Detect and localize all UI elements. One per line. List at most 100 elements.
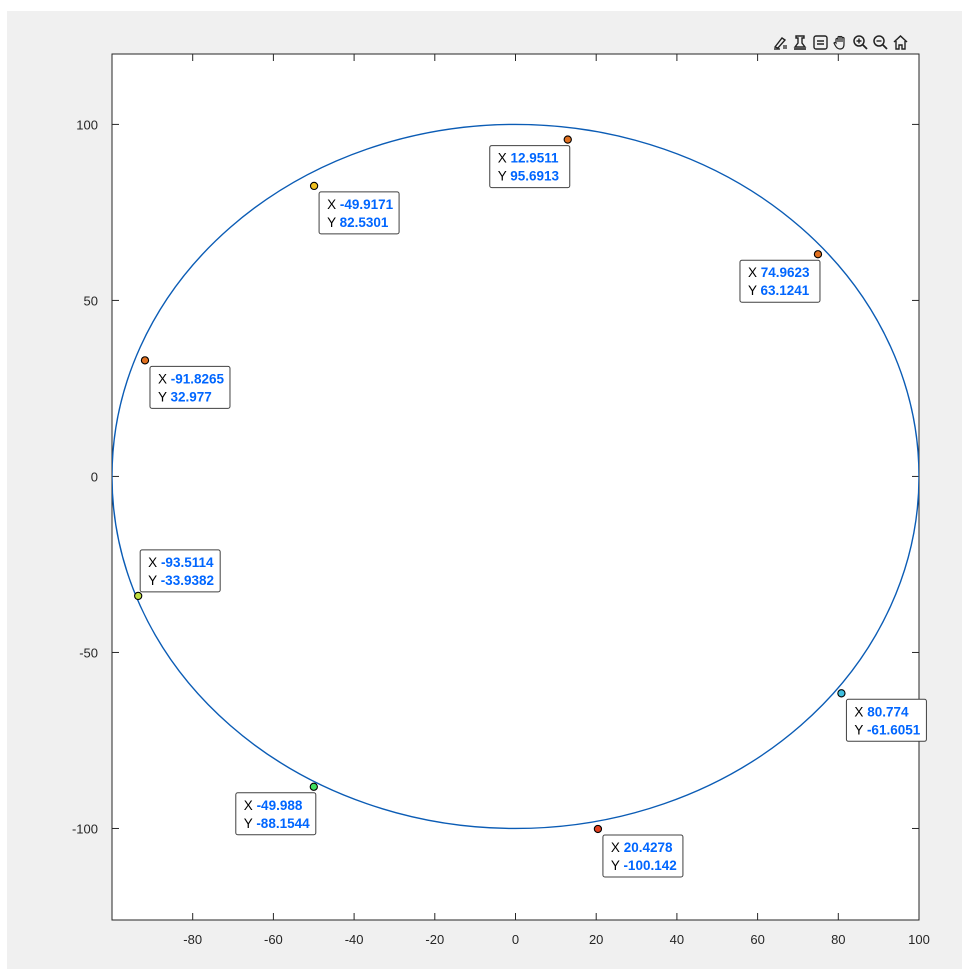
datatip-box — [235, 792, 317, 836]
datatip-x-row: X 74.9623 — [748, 265, 810, 280]
datatip-x-key: X — [498, 151, 511, 166]
datatip-y-value: -33.9382 — [161, 573, 214, 588]
datatip-y-value: 95.6913 — [510, 169, 559, 184]
x-tick-label: -60 — [264, 932, 283, 947]
datatip-x-row: X 80.774 — [854, 704, 909, 719]
datatip-y-row: Y -61.6051 — [854, 722, 920, 737]
datatip-x-value: 80.774 — [867, 704, 909, 719]
datatip-marker[interactable] — [837, 689, 846, 698]
datatip-y-value: -100.142 — [623, 858, 676, 873]
zoom-in-button[interactable] — [851, 32, 870, 52]
pan-button[interactable] — [831, 32, 850, 52]
data-tip-button[interactable] — [791, 32, 810, 52]
datatip-x-value: -49.988 — [257, 798, 303, 813]
x-tick-label: 80 — [831, 932, 845, 947]
datatip-box — [489, 145, 571, 189]
datatip-x-row: X -91.8265 — [158, 371, 225, 386]
datatip-box — [139, 549, 221, 593]
y-tick-label: 100 — [76, 117, 98, 132]
datatip-box — [318, 191, 400, 235]
x-tick-label: -20 — [425, 932, 444, 947]
datatip-box — [845, 698, 927, 742]
restore-view-button[interactable] — [811, 32, 830, 52]
datatip-x-value: 20.4278 — [624, 840, 673, 855]
brush-icon — [773, 36, 787, 50]
datatip-x-key: X — [148, 555, 161, 570]
restore-view-icon — [813, 34, 828, 50]
pan-icon — [833, 35, 845, 50]
x-tick-label: 60 — [750, 932, 764, 947]
data-tip-icon — [793, 34, 807, 50]
datatip-x-key: X — [244, 798, 257, 813]
datatip-y-row: Y 32.977 — [158, 389, 212, 404]
datatip-y-key: Y — [748, 283, 761, 298]
datatip-y-value: 63.1241 — [760, 283, 809, 298]
datatip-y-key: Y — [148, 573, 161, 588]
zoom-out-button[interactable] — [871, 32, 890, 52]
datatip-marker[interactable] — [309, 782, 318, 791]
x-tick-label: -80 — [183, 932, 202, 947]
datatip-x-row: X 20.4278 — [611, 840, 673, 855]
zoom-out-icon — [873, 34, 888, 50]
datatip-marker[interactable] — [140, 356, 150, 365]
datatip-y-value: 82.5301 — [340, 215, 389, 230]
datatip-marker[interactable] — [563, 135, 572, 144]
datatip-y-key: Y — [611, 858, 624, 873]
datatip-box — [149, 365, 231, 409]
datatip-y-value: -61.6051 — [867, 722, 921, 737]
datatip-box — [602, 834, 684, 878]
datatip-x-row: X -49.988 — [244, 798, 303, 813]
home-button[interactable] — [891, 32, 910, 52]
y-tick-label: 50 — [84, 293, 98, 308]
x-tick-label: 100 — [908, 932, 930, 947]
axes-area[interactable] — [111, 53, 920, 921]
datatip-y-value: -88.1544 — [256, 816, 310, 831]
circle-curve — [112, 123, 919, 830]
axes-toolbar — [771, 31, 910, 53]
datatip-x-value: 12.9511 — [511, 151, 560, 166]
series-layer — [112, 123, 919, 830]
datatip-y-row: Y 95.6913 — [498, 169, 560, 184]
datatip-y-key: Y — [244, 816, 257, 831]
x-tick-label: 40 — [670, 932, 684, 947]
datatip-marker[interactable] — [309, 181, 319, 191]
zoom-in-icon — [853, 34, 868, 50]
datatip-x-key: X — [158, 371, 171, 386]
datatip-y-key: Y — [327, 215, 340, 230]
datatip-x-value: 74.9623 — [761, 265, 810, 280]
datatip[interactable]: X -93.5114 Y -33.9382 — [134, 549, 221, 601]
datatip-marker[interactable] — [813, 250, 823, 259]
datatip-marker[interactable] — [593, 824, 603, 834]
datatip-y-row: Y -100.142 — [611, 858, 677, 873]
x-tick-label: -40 — [345, 932, 364, 947]
datatip-x-key: X — [327, 197, 340, 212]
datatip[interactable]: X 74.9623 Y 63.1241 — [739, 250, 823, 303]
datatip-y-key: Y — [158, 389, 171, 404]
y-tick-label: -50 — [79, 645, 98, 660]
datatip-y-key: Y — [498, 169, 511, 184]
brush-button[interactable] — [771, 32, 790, 52]
datatip-x-row: X -93.5114 — [148, 555, 214, 570]
datatip-x-row: X 12.9511 — [498, 151, 559, 166]
datatip[interactable]: X -91.8265 Y 32.977 — [140, 356, 231, 409]
datatip-y-key: Y — [854, 722, 867, 737]
datatip-y-row: Y -33.9382 — [148, 573, 214, 588]
datatip-x-key: X — [854, 704, 867, 719]
datatip-x-value: -49.9171 — [340, 197, 394, 212]
datatip-marker[interactable] — [134, 591, 143, 601]
datatip-x-key: X — [611, 840, 624, 855]
datatip-x-row: X -49.9171 — [327, 197, 394, 212]
axis-ticks: -80 -60 -40 -20 0 20 40 60 80 100 -100 -50 0 50 100 — [72, 54, 930, 947]
y-tick-label: 0 — [91, 469, 98, 484]
datatip-y-row: Y 63.1241 — [748, 283, 810, 298]
datatip-x-value: -91.8265 — [171, 371, 225, 386]
datatip-box — [739, 259, 821, 303]
x-tick-label: 0 — [512, 932, 519, 947]
